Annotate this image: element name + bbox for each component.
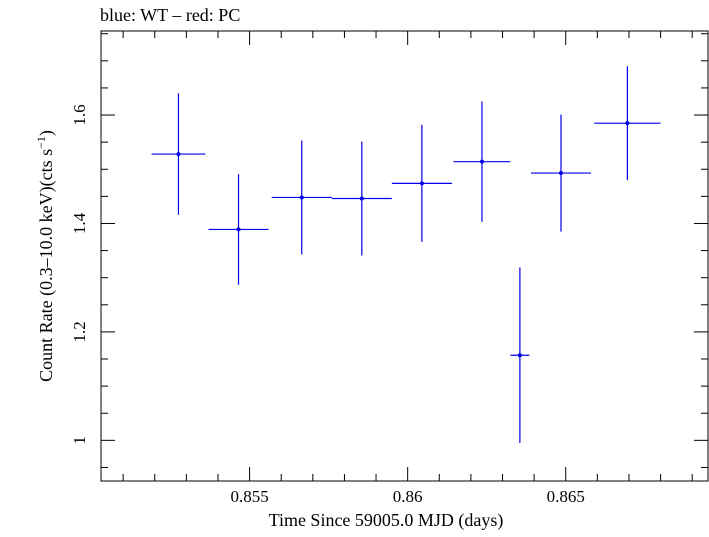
axis-tick-labels: 0.855 0.86 0.865 1 1.2 1.4 1.6 bbox=[70, 104, 585, 506]
data-point bbox=[530, 114, 592, 232]
plot-frame bbox=[100, 30, 709, 482]
x-axis-label: Time Since 59005.0 MJD (days) bbox=[269, 510, 504, 531]
x-tick-label: 0.865 bbox=[547, 487, 585, 506]
chart-title: blue: WT – red: PC bbox=[100, 5, 241, 25]
y-tick-label: 1 bbox=[70, 436, 89, 445]
data-marker bbox=[479, 159, 484, 164]
y-axis-label: Count Rate (0.3–10.0 keV)(cts s−1) bbox=[34, 130, 57, 382]
data-point bbox=[151, 93, 206, 215]
y-tick-label: 1.4 bbox=[70, 212, 89, 234]
data-marker bbox=[359, 196, 364, 201]
x-tick-label: 0.855 bbox=[230, 487, 268, 506]
x-tick-label: 0.86 bbox=[393, 487, 423, 506]
data-marker bbox=[299, 195, 304, 200]
data-point bbox=[391, 124, 452, 242]
data-point bbox=[594, 66, 661, 181]
data-point bbox=[208, 174, 269, 285]
data-point bbox=[453, 101, 511, 222]
data-marker bbox=[517, 353, 522, 358]
data-points bbox=[151, 66, 661, 444]
data-marker bbox=[176, 152, 181, 157]
y-tick-label: 1.2 bbox=[70, 321, 89, 342]
y-axis-label-exponent: −1 bbox=[34, 136, 48, 149]
data-point bbox=[271, 140, 332, 255]
y-axis-label-main: Count Rate (0.3–10.0 keV)(cts s bbox=[36, 149, 57, 382]
y-axis-label-close: ) bbox=[36, 130, 57, 136]
data-marker bbox=[558, 171, 563, 176]
data-marker bbox=[236, 227, 241, 232]
data-point bbox=[510, 267, 530, 444]
data-marker bbox=[625, 121, 630, 126]
y-tick-label: 1.6 bbox=[70, 104, 89, 125]
data-point bbox=[331, 141, 392, 256]
data-marker bbox=[419, 181, 424, 186]
axis-ticks bbox=[101, 31, 708, 481]
